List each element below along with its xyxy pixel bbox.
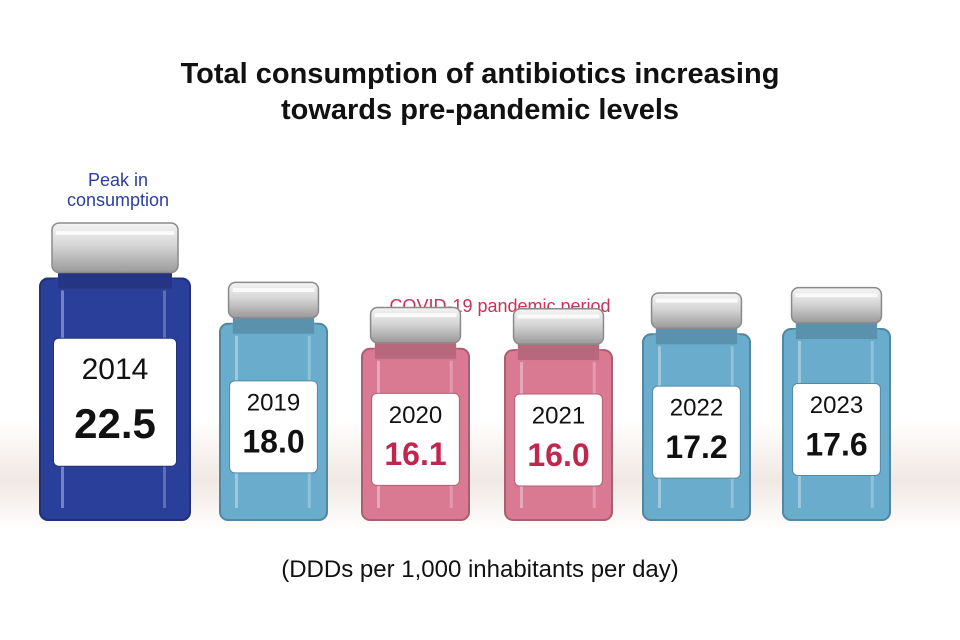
- bottle-2019: 2019 18.0: [219, 281, 328, 521]
- value-label-2014: 22.5: [74, 400, 156, 447]
- bottle-label-2019: [229, 380, 318, 474]
- bottle-cap-shine-2014: [56, 230, 174, 235]
- value-label-2022: 17.2: [665, 429, 727, 465]
- bottle-neck-2020: [374, 340, 457, 359]
- units-label: (DDDs per 1,000 inhabitants per day): [281, 556, 679, 583]
- chart-title-line-1: Total consumption of antibiotics increas…: [180, 58, 780, 90]
- bottle-neck-2021: [517, 342, 600, 361]
- year-label-2019: 2019: [247, 389, 300, 416]
- bottle-cap-shine-2023: [795, 293, 878, 298]
- year-label-2022: 2022: [670, 395, 723, 422]
- bottle-cap-2020: [369, 306, 462, 344]
- peak-annotation: Peak in consumption: [48, 170, 188, 210]
- bottle-neck-2019: [232, 315, 315, 334]
- bottle-cap-2021: [512, 308, 605, 345]
- bottle-neck-2014: [58, 270, 172, 289]
- bottle-2023: 2023 17.6: [782, 286, 891, 521]
- value-label-2021: 16.0: [527, 437, 589, 473]
- bottle-cap-2023: [790, 286, 883, 324]
- bottle-label-2014: [53, 337, 177, 467]
- bottle-cap-shine-2022: [655, 298, 738, 303]
- bottle-2022: 2022 17.2: [642, 292, 751, 521]
- chart-title: Total consumption of antibiotics increas…: [0, 56, 960, 128]
- bottle-2020: 2020 16.1: [361, 306, 470, 522]
- bottle-label-2020: [371, 392, 460, 486]
- year-label-2014: 2014: [82, 353, 149, 386]
- bottle-cap-2022: [650, 292, 743, 330]
- year-label-2023: 2023: [810, 392, 863, 419]
- peak-annotation-line-2: consumption: [66, 190, 170, 210]
- value-label-2020: 16.1: [384, 436, 446, 472]
- bottle-label-2022: [652, 385, 741, 479]
- bottle-cap-2014: [51, 222, 179, 274]
- year-label-2020: 2020: [389, 402, 442, 429]
- bottle-2014: 2014 22.5: [39, 222, 191, 521]
- bottle-neck-2022: [655, 326, 738, 345]
- bottle-label-2021: [514, 393, 603, 487]
- bottle-label-2023: [792, 382, 881, 476]
- bottle-cap-shine-2019: [232, 288, 315, 293]
- chart-title-line-2: towards pre-pandemic levels: [280, 94, 680, 126]
- bottle-cap-shine-2020: [374, 313, 457, 318]
- peak-annotation-line-1: Peak in: [87, 170, 149, 190]
- bottle-neck-2023: [795, 320, 878, 339]
- year-label-2021: 2021: [532, 402, 585, 429]
- value-label-2019: 18.0: [242, 424, 304, 460]
- value-label-2023: 17.6: [805, 426, 867, 462]
- bottle-cap-shine-2021: [517, 314, 600, 319]
- bottle-2021: 2021 16.0: [504, 308, 613, 521]
- bottle-cap-2019: [227, 281, 320, 319]
